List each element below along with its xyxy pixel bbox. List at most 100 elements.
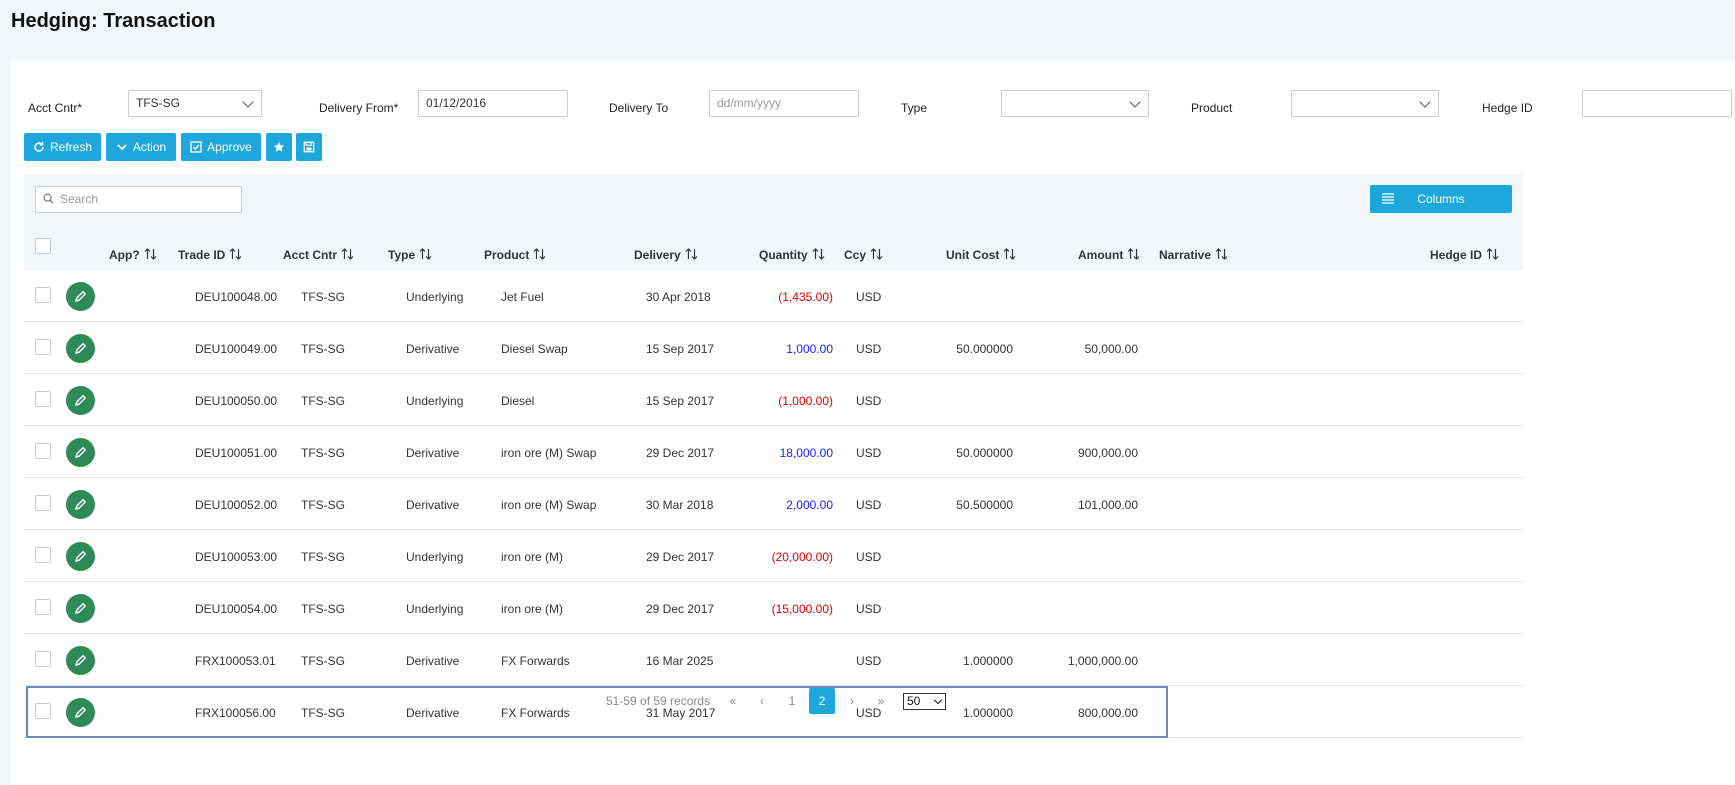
cell-unit-cost: 1.000000	[962, 706, 1013, 720]
save-icon	[303, 141, 315, 153]
header-amount-label: Amount	[1078, 248, 1124, 262]
row-checkbox[interactable]	[35, 599, 51, 615]
header-narrative-label: Narrative	[1159, 248, 1212, 262]
edit-button[interactable]	[66, 542, 95, 571]
chevron-down-icon	[1129, 96, 1141, 108]
save-button[interactable]	[296, 133, 322, 161]
acct-cntr-select[interactable]: TFS-SG	[128, 90, 262, 117]
header-unit-cost-label: Unit Cost	[946, 248, 1000, 262]
cell-type: Derivative	[406, 446, 460, 460]
row-checkbox[interactable]	[35, 443, 51, 459]
cell-acct-cntr: TFS-SG	[301, 550, 345, 564]
select-all-checkbox[interactable]	[35, 238, 51, 254]
cell-acct-cntr: TFS-SG	[301, 706, 345, 720]
action-button[interactable]: Action	[106, 133, 176, 161]
row-checkbox[interactable]	[35, 703, 51, 719]
table-row[interactable]: DEU100054.00 TFS-SG Underlying iron ore (M)…	[24, 582, 1523, 634]
header-product[interactable]: Product	[484, 248, 546, 262]
delivery-from-label: Delivery From*	[319, 101, 399, 115]
hedge-id-input[interactable]	[1582, 90, 1732, 117]
search-icon	[43, 193, 54, 204]
header-amount[interactable]: Amount	[1078, 248, 1140, 262]
edit-button[interactable]	[66, 594, 95, 623]
cell-delivery: 31 May 2017	[646, 706, 716, 720]
cell-acct-cntr: TFS-SG	[301, 394, 345, 408]
table-row[interactable]: FRX100053.01 TFS-SG Derivative FX Forwards 1…	[24, 634, 1523, 686]
cell-trade-id: DEU100051.00	[195, 446, 278, 460]
product-label: Product	[1191, 101, 1233, 115]
row-checkbox[interactable]	[35, 651, 51, 667]
page-1-button[interactable]: 1	[788, 694, 796, 708]
cell-trade-id: DEU100052.00	[195, 498, 278, 512]
edit-button[interactable]	[66, 490, 95, 519]
row-checkbox[interactable]	[35, 391, 51, 407]
header-quantity[interactable]: Quantity	[759, 248, 825, 262]
header-unit-cost[interactable]: Unit Cost	[946, 248, 1016, 262]
header-hedge-id[interactable]: Hedge ID	[1430, 248, 1499, 262]
delivery-to-input[interactable]: dd/mm/yyyy	[709, 90, 859, 117]
cell-delivery: 15 Sep 2017	[646, 342, 715, 356]
search-input[interactable]: Search	[35, 186, 242, 213]
sort-icon	[229, 248, 242, 260]
pencil-icon	[75, 394, 87, 406]
cell-type: Underlying	[406, 394, 464, 408]
header-ccy[interactable]: Ccy	[844, 248, 883, 262]
table-row[interactable]: DEU100048.00 TFS-SG Underlying Jet Fuel 30 A…	[24, 270, 1523, 322]
header-narrative[interactable]: Narrative	[1159, 248, 1228, 262]
refresh-button[interactable]: Refresh	[24, 133, 101, 161]
edit-button[interactable]	[66, 282, 95, 311]
header-acct-cntr[interactable]: Acct Cntr	[283, 248, 354, 262]
last-page-button[interactable]: »	[877, 694, 885, 708]
next-page-button[interactable]: ›	[850, 694, 854, 708]
approve-label: Approve	[207, 140, 252, 154]
pencil-icon	[75, 290, 87, 302]
edit-button[interactable]	[66, 386, 95, 415]
cell-unit-cost: 1.000000	[962, 654, 1013, 668]
table-row[interactable]: DEU100050.00 TFS-SG Underlying Diesel 15 Sep…	[24, 374, 1523, 426]
cell-delivery: 30 Apr 2018	[646, 290, 711, 304]
page-2-button[interactable]: 2	[809, 688, 835, 714]
favorite-button[interactable]	[266, 133, 292, 161]
header-delivery[interactable]: Delivery	[634, 248, 698, 262]
type-select[interactable]	[1001, 90, 1149, 117]
sort-icon	[144, 248, 157, 260]
table-row[interactable]: DEU100053.00 TFS-SG Underlying iron ore (M)…	[24, 530, 1523, 582]
edit-button[interactable]	[66, 438, 95, 467]
pencil-icon	[75, 602, 87, 614]
table-row[interactable]: DEU100051.00 TFS-SG Derivative iron ore (M)…	[24, 426, 1523, 478]
cell-trade-id: FRX100056.00	[195, 706, 276, 720]
header-trade-id[interactable]: Trade ID	[178, 248, 242, 262]
header-app-label: App?	[109, 248, 140, 262]
cell-quantity: 18,000.00	[779, 446, 833, 460]
cell-product: Diesel Swap	[501, 342, 568, 356]
row-checkbox[interactable]	[35, 339, 51, 355]
header-app[interactable]: App?	[109, 248, 157, 262]
cell-delivery: 29 Dec 2017	[646, 602, 715, 616]
delivery-from-input[interactable]: 01/12/2016	[418, 90, 568, 117]
delivery-from-value: 01/12/2016	[426, 96, 487, 110]
type-label: Type	[901, 101, 928, 115]
header-trade-id-label: Trade ID	[178, 248, 226, 262]
edit-button[interactable]	[66, 334, 95, 363]
delivery-to-label: Delivery To	[609, 101, 669, 115]
row-checkbox[interactable]	[35, 547, 51, 563]
table-row[interactable]: DEU100052.00 TFS-SG Derivative iron ore (M)…	[24, 478, 1523, 530]
prev-page-button[interactable]: ‹	[760, 694, 764, 708]
chevron-down-icon	[933, 695, 943, 705]
header-hedge-id-label: Hedge ID	[1430, 248, 1483, 262]
table-row[interactable]: DEU100049.00 TFS-SG Derivative Diesel Swap 1…	[24, 322, 1523, 374]
edit-button[interactable]	[66, 698, 95, 727]
approve-button[interactable]: Approve	[181, 133, 261, 161]
first-page-button[interactable]: «	[729, 694, 737, 708]
cell-ccy: USD	[856, 550, 882, 564]
header-type[interactable]: Type	[388, 248, 432, 262]
columns-button[interactable]: Columns	[1370, 185, 1512, 213]
edit-button[interactable]	[66, 646, 95, 675]
cell-type: Underlying	[406, 550, 464, 564]
row-checkbox[interactable]	[35, 287, 51, 303]
product-select[interactable]	[1291, 90, 1439, 117]
row-checkbox[interactable]	[35, 495, 51, 511]
page-size-select[interactable]: 50	[903, 693, 946, 710]
header-acct-cntr-label: Acct Cntr	[283, 248, 338, 262]
cell-product: Diesel	[501, 394, 535, 408]
